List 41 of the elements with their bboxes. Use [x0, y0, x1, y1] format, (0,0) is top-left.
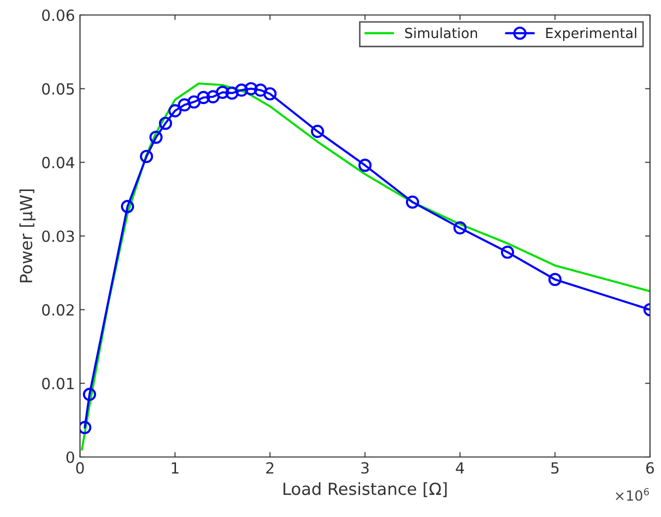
point: [196, 90, 210, 104]
point: [453, 221, 467, 234]
point: [120, 200, 134, 214]
y-tick-label: 0.01: [42, 378, 74, 390]
point: [500, 246, 514, 259]
y-tick-label: 0.02: [42, 304, 74, 316]
x-tick-label: 4: [456, 462, 464, 474]
point: [178, 98, 192, 112]
y-tick-label: 0.06: [42, 9, 74, 22]
x-tick-label: 5: [551, 462, 559, 474]
point: [187, 95, 201, 109]
point: [548, 272, 562, 286]
point: [216, 86, 230, 99]
x-tick-label: 1: [172, 462, 178, 474]
text: ×10$^{6}$: [616, 488, 649, 501]
point: [206, 90, 220, 104]
y-axis-title: Power [μW]: [19, 190, 36, 282]
legend-label: Experimental: [546, 28, 636, 41]
x-tick-label: 3: [361, 462, 369, 474]
point: [149, 130, 163, 144]
y-tick-label: 0.03: [42, 230, 74, 242]
point: [234, 84, 248, 97]
x-axis-title: Load Resistance [Ω]: [284, 482, 447, 498]
y-tick-label: 0.05: [42, 83, 74, 95]
point: [406, 196, 420, 209]
point: [82, 388, 96, 401]
legend-label: Simulation: [405, 28, 478, 38]
y-tick-label: 0.04: [42, 156, 74, 168]
point: [244, 82, 258, 96]
y-tick-label: 0: [66, 451, 74, 464]
point: [310, 124, 324, 138]
x-tick-label: 2: [266, 462, 274, 474]
point: [225, 86, 239, 100]
point: [254, 84, 268, 97]
point: [263, 87, 277, 100]
point: [358, 158, 372, 172]
point: [140, 150, 154, 164]
point: [168, 104, 182, 118]
point: [158, 116, 172, 130]
x-tick-label: 0: [76, 462, 84, 474]
x-tick-label: 6: [646, 462, 654, 474]
